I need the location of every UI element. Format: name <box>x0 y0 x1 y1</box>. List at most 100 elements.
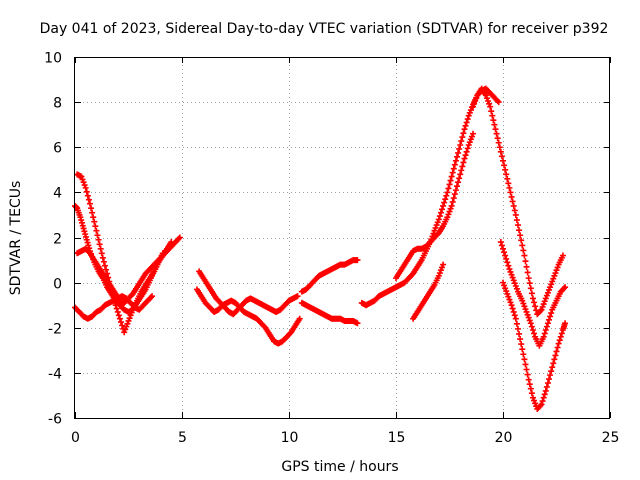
data-point-interp <box>147 294 154 301</box>
data-point-interp <box>509 305 516 312</box>
data-point-interp <box>503 171 510 178</box>
data-point-interp <box>436 270 443 277</box>
y-tick-label: 0 <box>53 277 62 293</box>
data-point-interp <box>81 228 88 235</box>
data-point-interp <box>100 258 107 265</box>
series-track-n <box>500 279 569 412</box>
data-point-interp <box>524 371 531 378</box>
data-point <box>508 302 515 309</box>
data-point-interp <box>502 285 509 292</box>
data-point-interp <box>85 196 92 203</box>
data-point-interp <box>528 290 535 297</box>
data-point <box>517 336 524 343</box>
series-track-d <box>74 234 183 306</box>
chart-title: Day 041 of 2023, Sidereal Day-to-day VTE… <box>40 21 609 37</box>
data-point-interp <box>537 307 544 314</box>
data-point-interp <box>494 97 501 104</box>
data-point-interp <box>531 397 538 404</box>
data-point <box>444 214 451 221</box>
data-point-interp <box>508 271 515 278</box>
data-point-interp <box>441 199 448 206</box>
data-point-interp <box>485 97 492 104</box>
data-point-interp <box>486 100 493 107</box>
data-point-interp <box>527 285 534 292</box>
data-point <box>80 225 87 232</box>
x-tick-label: 5 <box>178 430 187 446</box>
data-point-interp <box>90 214 97 221</box>
data-point <box>547 284 554 291</box>
data-point-interp <box>549 278 556 285</box>
data-point-interp <box>85 242 92 249</box>
data-point <box>440 202 447 209</box>
data-point-interp <box>522 258 529 265</box>
data-point <box>517 232 524 239</box>
data-point <box>519 297 526 304</box>
data-point-interp <box>520 351 527 358</box>
data-point-interp <box>539 303 546 310</box>
series-track-k <box>410 261 447 322</box>
data-point-interp <box>539 398 546 405</box>
data-point-interp <box>490 117 497 124</box>
data-point-interp <box>522 306 529 313</box>
data-point-interp <box>460 130 467 137</box>
data-point <box>461 155 468 162</box>
data-point-interp <box>460 159 467 166</box>
data-point-interp <box>89 209 96 216</box>
data-point-interp <box>175 235 182 242</box>
data-point-interp <box>505 180 512 187</box>
data-point-interp <box>450 195 457 202</box>
data-point <box>551 356 558 363</box>
data-point-interp <box>103 266 110 273</box>
data-point-interp <box>79 176 86 183</box>
series-track-i <box>358 85 502 309</box>
data-point-interp <box>544 380 551 387</box>
data-point-interp <box>445 211 452 218</box>
data-point-interp <box>96 241 103 248</box>
data-point <box>547 372 554 379</box>
x-tick-label: 0 <box>71 430 80 446</box>
data-point <box>435 216 442 223</box>
data-point <box>457 141 464 148</box>
data-point-interp <box>511 280 518 287</box>
data-point <box>116 315 123 322</box>
data-point-interp <box>514 325 521 332</box>
data-point-interp <box>447 177 454 184</box>
data-point <box>559 252 566 259</box>
data-point-interp <box>79 222 86 229</box>
data-point-interp <box>458 167 465 174</box>
data-point-interp <box>467 107 474 114</box>
data-point-interp <box>456 175 463 182</box>
data-point-interp <box>434 219 441 226</box>
data-point <box>354 257 361 264</box>
data-point <box>294 293 301 300</box>
data-point-interp <box>521 303 528 310</box>
ticks-layer: 0 5 10 15 20 25 -6 -4 -2 0 2 4 6 8 10 <box>44 51 619 447</box>
data-point-interp <box>548 368 555 375</box>
data-point <box>82 184 89 191</box>
series-track-h <box>298 257 361 295</box>
data-point-interp <box>473 95 480 102</box>
data-point <box>431 227 438 234</box>
x-tick-label: 25 <box>602 430 620 446</box>
data-point-interp <box>550 360 557 367</box>
data-point-interp <box>514 222 521 229</box>
data-point-interp <box>78 219 85 226</box>
data-point <box>506 266 513 273</box>
data-point <box>502 252 509 259</box>
data-point-interp <box>532 303 539 310</box>
data-point-interp <box>459 134 466 141</box>
data-point-interp <box>447 205 454 212</box>
data-point-interp <box>507 268 514 275</box>
data-point <box>444 189 451 196</box>
data-point-interp <box>546 316 553 323</box>
data-point-interp <box>528 323 535 330</box>
data-point <box>540 333 547 340</box>
data-point-interp <box>496 144 503 151</box>
data-point <box>125 317 132 324</box>
data-point-interp <box>549 364 556 371</box>
data-point <box>149 293 156 300</box>
data-point-interp <box>540 301 547 308</box>
data-point-interp <box>518 237 525 244</box>
data-point-interp <box>513 320 520 327</box>
data-point-interp <box>516 330 523 337</box>
